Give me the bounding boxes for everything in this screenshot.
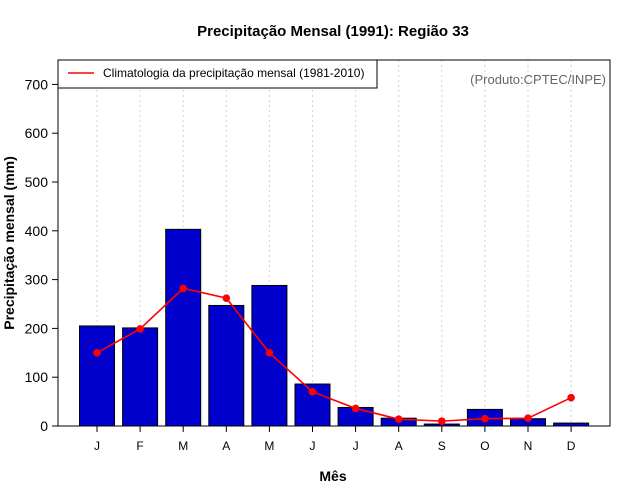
x-tick-label: A bbox=[222, 439, 230, 453]
x-tick-label: J bbox=[94, 439, 100, 453]
climatology-point-12 bbox=[567, 393, 575, 402]
legend: Climatologia da precipitação mensal (198… bbox=[57, 59, 378, 89]
y-axis-label: Precipitação mensal (mm) bbox=[1, 156, 17, 330]
x-tick-label: N bbox=[524, 439, 533, 453]
y-tick-label: 300 bbox=[25, 272, 49, 288]
x-axis-label: Mês bbox=[319, 468, 346, 484]
climatology-point-7 bbox=[351, 404, 360, 413]
bar-3 bbox=[165, 228, 202, 427]
climatology-point-5 bbox=[265, 349, 274, 357]
x-tick-label: O bbox=[480, 439, 489, 453]
bar-2 bbox=[122, 327, 159, 427]
y-tick-label: 100 bbox=[25, 369, 49, 385]
y-tick-label: 200 bbox=[25, 320, 49, 336]
climatology-point-11 bbox=[524, 414, 532, 422]
x-tick-label: D bbox=[567, 439, 576, 453]
y-tick-label: 0 bbox=[40, 418, 48, 434]
x-tick-label: J bbox=[310, 439, 316, 453]
x-tick-label: F bbox=[136, 439, 143, 453]
x-tick-label: M bbox=[264, 439, 274, 453]
x-tick-label: M bbox=[178, 439, 188, 453]
x-tick-label: J bbox=[353, 439, 359, 453]
legend-entry-climatology: Climatologia da precipitação mensal (198… bbox=[103, 66, 364, 80]
y-tick-label: 600 bbox=[25, 125, 49, 141]
bar-4 bbox=[208, 304, 245, 427]
climatology-line bbox=[96, 287, 572, 422]
x-tick-label: A bbox=[395, 439, 403, 453]
climatology-point-9 bbox=[438, 417, 446, 425]
y-axis: 0 100 200 300 400 500 600 700 bbox=[25, 76, 58, 434]
chart-title: Precipitação Mensal (1991): Região 33 bbox=[197, 23, 469, 40]
product-credit: (Produto:CPTEC/INPE) bbox=[470, 72, 606, 87]
y-tick-label: 400 bbox=[25, 223, 49, 239]
bars-layer bbox=[79, 228, 590, 427]
climatology-point-1 bbox=[93, 349, 101, 357]
climatology-point-2 bbox=[136, 325, 144, 333]
climatology-point-4 bbox=[222, 294, 231, 302]
climatology-point-10 bbox=[481, 414, 489, 423]
climatology-point-3 bbox=[179, 284, 187, 293]
climatology-point-8 bbox=[394, 415, 403, 423]
x-tick-label: S bbox=[438, 439, 446, 453]
climatology-line-layer bbox=[93, 284, 575, 425]
y-tick-label: 500 bbox=[25, 174, 49, 190]
y-tick-label: 700 bbox=[25, 76, 49, 92]
legend-box bbox=[57, 59, 378, 89]
bar-1 bbox=[79, 325, 115, 427]
climatology-point-6 bbox=[308, 388, 317, 396]
